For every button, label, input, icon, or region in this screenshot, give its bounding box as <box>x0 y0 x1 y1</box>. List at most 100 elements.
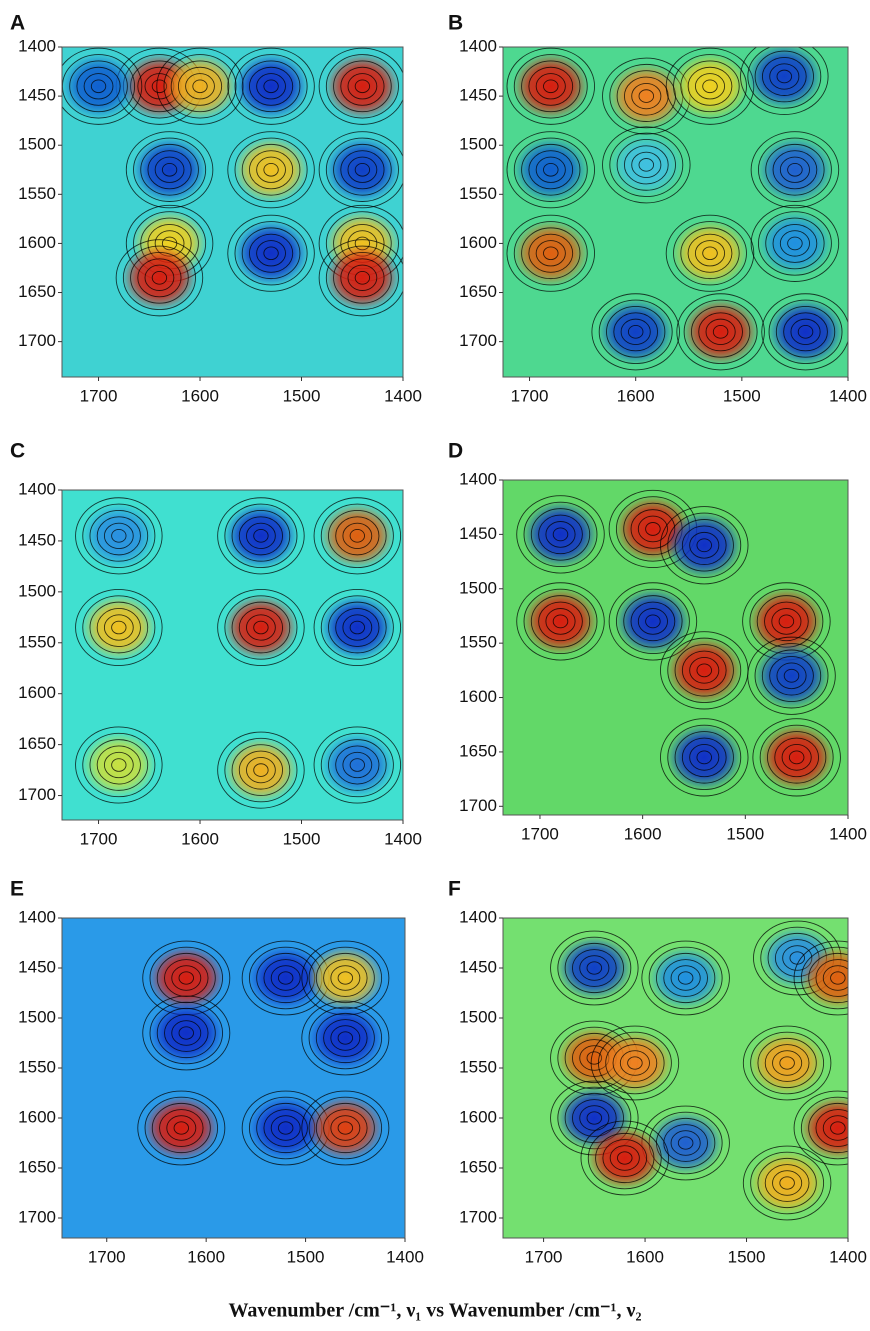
contour-line <box>608 582 698 661</box>
peak <box>81 502 157 569</box>
contour-line <box>586 1111 603 1125</box>
contour-line <box>330 1115 361 1141</box>
x-tick-label: 1700 <box>525 1247 563 1266</box>
contour-line <box>775 305 836 358</box>
contour-line <box>151 271 168 285</box>
peak <box>143 1096 220 1160</box>
contour-line <box>144 264 175 291</box>
x-tick-label: 1400 <box>384 829 422 848</box>
contour-line <box>227 47 315 125</box>
contour-line <box>591 293 680 371</box>
contour-line <box>333 143 392 196</box>
contour-line <box>263 246 279 261</box>
contour-line <box>586 961 603 975</box>
panel-label: F <box>448 878 461 901</box>
contour-line <box>623 145 669 185</box>
contour-line <box>764 1164 810 1202</box>
contour-line <box>528 150 574 190</box>
peak <box>148 946 225 1010</box>
contour-line <box>103 614 134 641</box>
contour-line <box>750 1031 825 1095</box>
y-tick-label: 1550 <box>459 633 497 652</box>
contour-line <box>571 949 617 987</box>
contour-line <box>767 731 827 784</box>
contour-line <box>631 151 662 178</box>
peak <box>121 244 197 311</box>
x-tick-label: 1600 <box>181 386 219 405</box>
peak <box>647 1111 724 1175</box>
y-tick-label: 1600 <box>18 683 56 702</box>
peak <box>748 587 825 655</box>
contour-line <box>788 750 805 765</box>
contour-line <box>166 1115 197 1141</box>
contour-line <box>670 1130 701 1156</box>
contour-line <box>301 1000 390 1076</box>
contour-line <box>815 1109 848 1147</box>
contour-field <box>137 940 390 1166</box>
contour-line <box>248 66 294 106</box>
contour-line <box>342 751 373 779</box>
contour-line <box>800 1096 848 1160</box>
contour-line <box>238 516 284 556</box>
contour-line <box>779 230 810 257</box>
x-tick-label: 1600 <box>181 829 219 848</box>
contour-line <box>681 650 727 691</box>
peak <box>647 946 724 1010</box>
contour-line <box>277 1121 294 1135</box>
contour-line <box>665 214 755 292</box>
contour-line <box>612 1044 658 1082</box>
contour-line <box>323 959 368 997</box>
contour-line <box>76 66 121 106</box>
contour-line <box>154 156 185 183</box>
contour-line <box>757 1037 817 1089</box>
peak <box>608 63 685 130</box>
contour-line <box>516 582 605 661</box>
contour-line <box>830 1121 846 1135</box>
contour-line <box>545 521 576 548</box>
peak <box>247 1096 324 1160</box>
y-tick-label: 1500 <box>459 578 497 597</box>
contour-line <box>764 1044 810 1082</box>
peak <box>756 210 833 277</box>
y-tick-label: 1400 <box>459 469 497 488</box>
peak <box>512 136 589 203</box>
contour-line <box>808 1102 848 1154</box>
y-tick-label: 1400 <box>459 36 497 55</box>
contour-line <box>815 959 848 997</box>
contour-line <box>781 744 812 771</box>
contour-line <box>623 76 669 116</box>
contour-line <box>173 1121 190 1135</box>
contour-line <box>521 227 581 280</box>
contour-line <box>712 325 729 339</box>
contour-line <box>133 137 207 202</box>
peak <box>307 946 384 1010</box>
contour-line <box>702 246 718 261</box>
contour-line <box>248 233 294 273</box>
contour-line <box>750 204 840 282</box>
peak <box>756 136 833 203</box>
contour-line <box>602 1139 648 1177</box>
contour-line <box>768 299 843 365</box>
contour-line <box>96 745 141 785</box>
contour-line <box>660 506 749 585</box>
peak <box>307 1096 384 1160</box>
contour-line <box>757 1157 817 1209</box>
contour-line <box>676 293 765 371</box>
contour-line <box>606 305 666 358</box>
panel-label: D <box>448 440 463 463</box>
contour-line <box>667 724 742 791</box>
contour-line <box>328 509 387 562</box>
x-tick-label: 1400 <box>829 824 867 843</box>
contour-line <box>178 971 194 985</box>
contour-line <box>757 211 832 276</box>
x-tick-label: 1700 <box>88 1247 126 1266</box>
contour-line <box>689 744 720 771</box>
contour-line <box>231 509 291 562</box>
y-tick-label: 1400 <box>459 907 497 926</box>
contour-line <box>598 299 673 365</box>
contour-line <box>683 299 758 365</box>
contour-line <box>347 73 378 100</box>
y-tick-label: 1550 <box>18 1057 56 1076</box>
contour-line <box>545 608 576 635</box>
